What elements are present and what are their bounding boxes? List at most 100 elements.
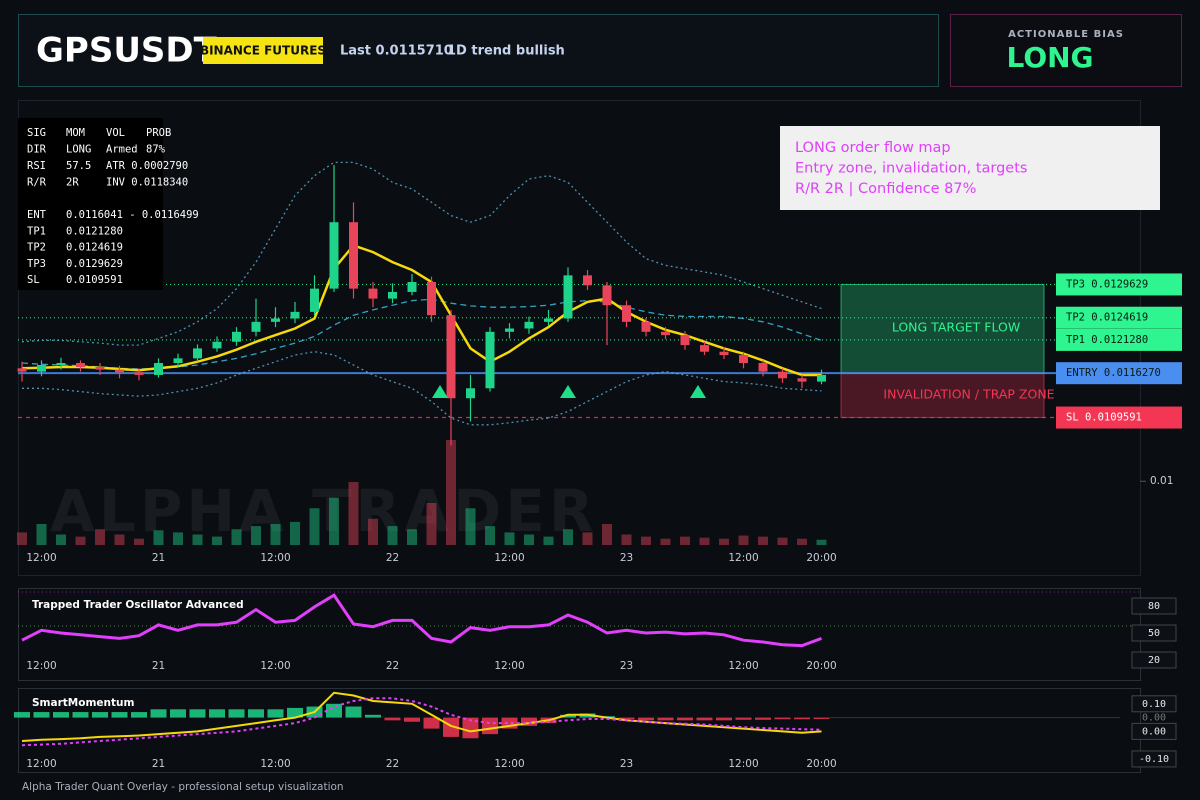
candle-body: [485, 331, 495, 389]
level-label: ENTRY 0.0116270: [1066, 367, 1161, 379]
footer: Alpha Trader Quant Overlay - professiona…: [22, 781, 344, 793]
momentum-bar: [560, 714, 576, 718]
x-tick-label: 20:00: [806, 552, 836, 564]
candle-body: [700, 345, 709, 352]
volume-bar: [17, 532, 27, 545]
x-tick-label: 12:00: [494, 660, 524, 672]
candle-body: [563, 275, 573, 319]
exchange-badge: [203, 37, 323, 64]
zone-label: INVALIDATION / TRAP ZONE: [883, 387, 1054, 402]
momentum-bar: [33, 712, 50, 718]
momentum-bar: [53, 712, 69, 718]
info-text: 0.0124619: [66, 242, 123, 254]
level-box: [1056, 273, 1182, 296]
volume-bar: [485, 526, 495, 545]
info-text: MOM: [66, 127, 85, 139]
candle-body: [368, 288, 378, 299]
volume-bar: [56, 534, 66, 545]
candle-body: [329, 222, 339, 289]
x-tick-label: 12:00: [260, 660, 290, 672]
info-text: PROB: [146, 127, 171, 139]
info-text: SIG: [27, 127, 46, 139]
info-text: 0.0121280: [66, 225, 123, 237]
y-tick-label: -0.10: [1139, 754, 1169, 765]
momentum-bar: [111, 712, 128, 718]
momentum-line: [21, 691, 822, 742]
volume-bar: [426, 503, 437, 545]
zone-label: LONG TARGET FLOW: [892, 320, 1020, 335]
annotation-text: Entry zone, invalidation, targets: [795, 161, 1027, 177]
momentum-bar: [267, 709, 284, 718]
info-text: INV 0.0118340: [106, 177, 188, 189]
momentum-bar: [72, 712, 89, 718]
volume-bar: [465, 508, 476, 545]
volume-bar: [75, 536, 86, 545]
candle-body: [622, 305, 631, 322]
level-label: TP2 0.0124619: [1066, 312, 1148, 324]
volume-bar: [543, 536, 554, 545]
y-tick-label: 50: [1148, 628, 1160, 639]
volume-bar: [407, 529, 417, 545]
volume-bar: [563, 529, 573, 545]
header-box: [18, 14, 939, 87]
oscillator-line: [21, 593, 823, 648]
momentum-bar: [482, 717, 498, 735]
volume-bar: [758, 536, 768, 545]
info-text: R/R: [27, 177, 47, 189]
candle-body: [524, 321, 534, 329]
momentum-bar: [462, 717, 479, 739]
candle-body: [193, 348, 202, 359]
candle-body: [505, 328, 514, 332]
tick-box: [1131, 597, 1177, 615]
momentum-bar: [696, 717, 713, 721]
volume-bar: [504, 532, 515, 545]
symbol: GPSUSDT: [36, 31, 218, 71]
level-label: SL 0.0109591: [1066, 412, 1142, 424]
volume-bar: [738, 535, 749, 545]
x-tick-label: 22: [386, 552, 399, 564]
info-text: TP2: [27, 242, 46, 254]
candle-body: [466, 388, 475, 399]
candle-body: [173, 358, 183, 364]
candle-body: [739, 355, 748, 364]
y-tick-label: 0.00: [1142, 726, 1166, 737]
y-tick-label: 80: [1148, 601, 1160, 612]
candle-body: [427, 281, 436, 316]
candle-body: [758, 363, 768, 372]
watermark: ALPHA TRADER: [50, 477, 598, 545]
volume-bar: [777, 537, 788, 545]
candle-body: [37, 365, 46, 372]
x-tick-label: 12:00: [494, 552, 524, 564]
candle-body: [602, 285, 612, 306]
y-tick-label: 20: [1148, 655, 1160, 666]
info-text: DIR: [27, 144, 47, 156]
candle-body: [641, 321, 651, 332]
candle-body: [154, 363, 163, 375]
volume-bar: [95, 529, 105, 545]
momentum-bar: [735, 717, 752, 720]
info-text: 2R: [66, 177, 79, 189]
momentum-bar: [170, 709, 186, 718]
level-label: TP1 0.0121280: [1066, 334, 1148, 346]
buy-signal: [560, 385, 576, 398]
buy-signal: [432, 385, 448, 398]
momentum-bar: [228, 709, 245, 718]
candle-body: [661, 331, 670, 336]
x-tick-label: 22: [386, 758, 399, 770]
candle-body: [680, 335, 690, 346]
tick-box: [1131, 624, 1177, 642]
candle-body: [310, 288, 319, 312]
volume-bar: [290, 521, 300, 545]
momentum-bar: [657, 717, 674, 721]
momentum-bar: [131, 712, 147, 718]
momentum-bar: [287, 707, 303, 718]
momentum-bar: [423, 717, 440, 729]
level-box: [1056, 362, 1182, 385]
momentum-bar: [248, 709, 264, 718]
level-box: [1056, 406, 1182, 429]
momentum-bar: [794, 717, 810, 720]
info-text: RSI: [27, 160, 46, 172]
candle-body: [134, 372, 144, 375]
x-tick-label: 12:00: [728, 660, 758, 672]
x-tick-label: 20:00: [806, 660, 836, 672]
